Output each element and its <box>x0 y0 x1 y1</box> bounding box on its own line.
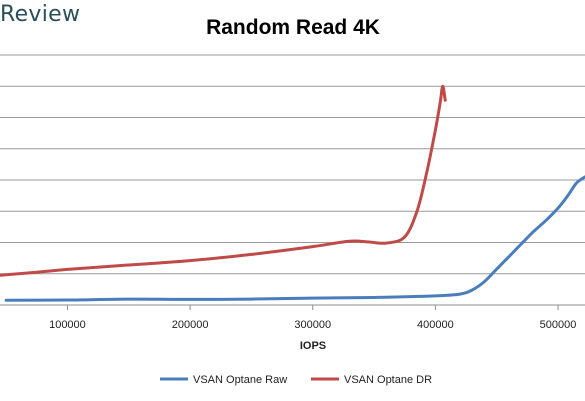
series-line-1 <box>4 175 585 302</box>
x-axis-label: IOPS <box>300 340 326 352</box>
brand-logo-text: Review <box>0 2 81 27</box>
chart-title: Random Read 4K <box>206 16 380 39</box>
x-tick-label: 300000 <box>294 319 331 331</box>
x-tick-label: 100000 <box>49 319 86 331</box>
legend-label-2: VSAN Optane DR <box>344 374 432 386</box>
x-tick-label: 500000 <box>540 319 577 331</box>
x-tick-label: 200000 <box>172 319 209 331</box>
chart-series <box>0 84 585 302</box>
x-axis-ticks: 100000 200000 300000 400000 500000 <box>49 305 576 331</box>
x-tick-label: 400000 <box>417 319 454 331</box>
chart-legend: VSAN Optane Raw VSAN Optane DR <box>160 374 432 386</box>
legend-label-1: VSAN Optane Raw <box>193 374 287 386</box>
chart-gridlines <box>0 54 585 306</box>
series-line-2 <box>0 84 447 277</box>
